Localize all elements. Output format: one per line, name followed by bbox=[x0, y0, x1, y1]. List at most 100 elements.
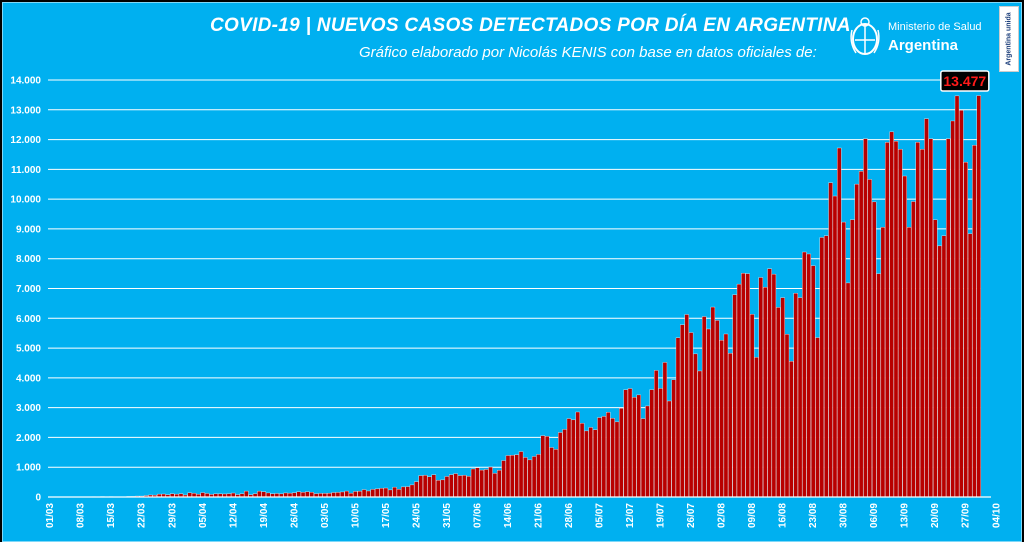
bar bbox=[889, 131, 894, 498]
bar bbox=[776, 307, 781, 498]
bar bbox=[819, 237, 825, 498]
bar bbox=[933, 219, 938, 498]
bar bbox=[802, 251, 807, 498]
bar bbox=[523, 457, 528, 498]
bar bbox=[937, 245, 942, 498]
bar bbox=[449, 474, 454, 498]
bar bbox=[850, 219, 855, 498]
x-tick-label: 26/07 bbox=[686, 503, 697, 528]
bar bbox=[906, 227, 912, 498]
bar bbox=[841, 221, 846, 498]
bar bbox=[396, 489, 402, 498]
bar bbox=[972, 145, 977, 498]
x-tick-label: 06/09 bbox=[869, 503, 880, 528]
bar bbox=[749, 314, 755, 498]
x-tick-label: 23/08 bbox=[808, 503, 819, 528]
bar bbox=[514, 454, 519, 498]
x-tick-label: 21/06 bbox=[533, 503, 544, 528]
bar bbox=[728, 353, 733, 498]
bar bbox=[200, 492, 205, 498]
bar bbox=[658, 388, 663, 498]
bar bbox=[427, 476, 432, 498]
bar bbox=[483, 469, 489, 498]
bar bbox=[784, 334, 790, 498]
bar bbox=[409, 484, 415, 498]
y-tick-label: 13.000 bbox=[10, 105, 41, 116]
bar bbox=[244, 490, 249, 498]
bar bbox=[414, 481, 419, 498]
bar bbox=[361, 489, 367, 498]
bar bbox=[579, 423, 585, 498]
bar bbox=[610, 418, 615, 498]
bar bbox=[440, 479, 445, 498]
last-value-callout: 13.477 bbox=[940, 70, 990, 92]
bar bbox=[592, 429, 598, 498]
x-tick-label: 13/09 bbox=[900, 503, 911, 528]
bar bbox=[540, 435, 546, 498]
bar bbox=[553, 449, 559, 498]
bar bbox=[544, 436, 550, 498]
bar bbox=[745, 273, 750, 498]
bar bbox=[871, 201, 877, 498]
bar bbox=[723, 333, 729, 498]
bar bbox=[662, 362, 668, 498]
bar bbox=[435, 480, 441, 498]
bar bbox=[479, 469, 485, 498]
chart-subtitle: Gráfico elaborado por Nicolás KENIS con … bbox=[359, 44, 817, 61]
bar bbox=[619, 408, 624, 498]
y-tick-label: 8.000 bbox=[16, 254, 41, 265]
bar bbox=[671, 379, 676, 498]
bar bbox=[967, 233, 973, 498]
bar bbox=[710, 306, 716, 498]
bar bbox=[462, 475, 467, 498]
bar bbox=[893, 141, 899, 498]
bar bbox=[331, 492, 336, 498]
bar bbox=[885, 142, 890, 498]
bar bbox=[309, 491, 314, 498]
bar bbox=[902, 175, 907, 498]
bar bbox=[470, 468, 476, 498]
argentina-unida-badge: Argentina unida bbox=[999, 6, 1019, 72]
bar bbox=[383, 487, 389, 498]
y-tick-label: 2.000 bbox=[16, 433, 41, 444]
bar bbox=[649, 389, 655, 498]
bar bbox=[431, 474, 437, 498]
bar bbox=[911, 201, 916, 498]
bar bbox=[366, 490, 371, 498]
bar bbox=[741, 273, 746, 498]
y-tick-label: 1.000 bbox=[16, 463, 41, 474]
bar bbox=[488, 466, 493, 498]
bar bbox=[501, 460, 506, 498]
x-tick-label: 31/05 bbox=[442, 503, 453, 528]
bar bbox=[701, 316, 707, 498]
bar bbox=[370, 489, 376, 498]
bar bbox=[562, 429, 567, 498]
y-tick-label: 3.000 bbox=[16, 403, 41, 414]
bar bbox=[789, 361, 794, 498]
bar bbox=[292, 492, 297, 498]
x-tick-label: 14/06 bbox=[503, 503, 514, 528]
x-tick-label: 19/04 bbox=[259, 503, 270, 528]
bar bbox=[645, 405, 650, 498]
bar bbox=[392, 486, 397, 498]
x-tick-label: 24/05 bbox=[411, 503, 422, 528]
bar bbox=[697, 370, 702, 498]
x-tick-label: 12/07 bbox=[625, 503, 636, 528]
bar bbox=[518, 451, 524, 498]
chart-title: COVID-19 | NUEVOS CASOS DETECTADOS POR D… bbox=[210, 15, 851, 36]
bar bbox=[536, 454, 541, 498]
bar bbox=[762, 287, 768, 498]
bar bbox=[684, 314, 689, 498]
y-tick-label: 0 bbox=[35, 493, 41, 504]
bar bbox=[636, 394, 641, 498]
bar bbox=[453, 473, 458, 498]
bar bbox=[261, 491, 267, 498]
bar bbox=[810, 265, 816, 498]
ministerio-logo: Ministerio de Salud Argentina bbox=[846, 13, 986, 63]
bar bbox=[571, 419, 576, 498]
y-tick-label: 14.000 bbox=[10, 76, 41, 87]
x-tick-label: 10/05 bbox=[350, 503, 361, 528]
bar bbox=[758, 277, 764, 498]
x-tick-label: 30/08 bbox=[839, 503, 850, 528]
